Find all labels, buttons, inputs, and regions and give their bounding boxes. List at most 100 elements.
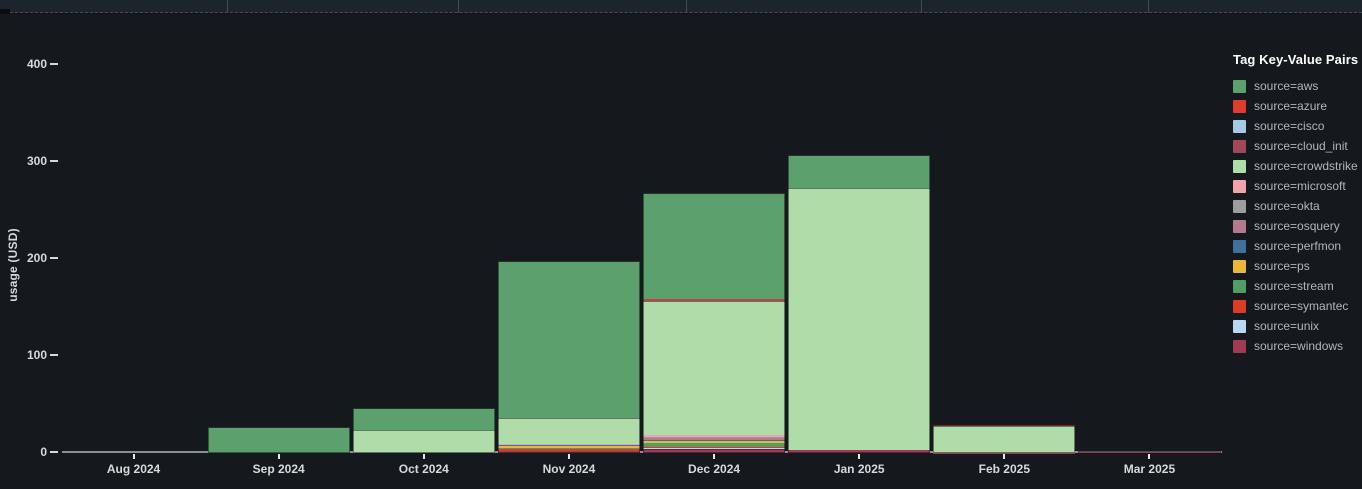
y-tick-0: 0 bbox=[0, 445, 58, 459]
legend-swatch-icon bbox=[1233, 100, 1246, 113]
bar-segment-crowdstrike[interactable] bbox=[353, 430, 495, 453]
bar-segment-aws[interactable] bbox=[788, 155, 930, 188]
legend-label: source=perfmon bbox=[1254, 239, 1341, 253]
legend-swatch-icon bbox=[1233, 340, 1246, 353]
x-tick-mark bbox=[858, 454, 860, 459]
y-tick-100: 100 bbox=[0, 348, 58, 362]
legend-item-osquery[interactable]: source=osquery bbox=[1233, 216, 1361, 236]
y-tick-label: 100 bbox=[27, 348, 47, 362]
x-tick-label-jan-2025: Jan 2025 bbox=[799, 462, 919, 476]
usage-chart-panel: usage (USD) 400 300 200 100 0 Aug 2024 Sep 20… bbox=[0, 14, 1362, 489]
legend-swatch-icon bbox=[1233, 140, 1246, 153]
bar-segment-aws[interactable] bbox=[498, 261, 640, 418]
legend-item-stream[interactable]: source=stream bbox=[1233, 276, 1361, 296]
y-tick-200: 200 bbox=[0, 251, 58, 265]
legend-swatch-icon bbox=[1233, 220, 1246, 233]
top-strip-divider bbox=[1148, 0, 1149, 13]
legend-item-aws[interactable]: source=aws bbox=[1233, 76, 1361, 96]
y-tick-mark bbox=[50, 451, 58, 453]
bar-segment-windows[interactable] bbox=[643, 449, 785, 453]
legend-label: source=stream bbox=[1254, 279, 1334, 293]
bar-segment-aws[interactable] bbox=[353, 408, 495, 429]
bar-segment-aws[interactable] bbox=[643, 193, 785, 299]
legend-swatch-icon bbox=[1233, 180, 1246, 193]
top-strip-divider bbox=[686, 0, 687, 13]
y-tick-mark bbox=[50, 257, 58, 259]
legend-label: source=okta bbox=[1254, 199, 1320, 213]
y-axis-title: usage (USD) bbox=[6, 210, 20, 320]
top-strip-divider bbox=[227, 0, 228, 13]
legend-item-microsoft[interactable]: source=microsoft bbox=[1233, 176, 1361, 196]
y-tick-label: 0 bbox=[40, 445, 47, 459]
x-tick-mark bbox=[423, 454, 425, 459]
x-tick-mark bbox=[568, 454, 570, 459]
bar-segment-crowdstrike[interactable] bbox=[933, 426, 1075, 452]
legend-label: source=aws bbox=[1254, 79, 1318, 93]
legend-label: source=windows bbox=[1254, 339, 1343, 353]
x-tick-mark bbox=[278, 454, 280, 459]
legend-label: source=osquery bbox=[1254, 219, 1340, 233]
y-tick-300: 300 bbox=[0, 154, 58, 168]
legend-swatch-icon bbox=[1233, 200, 1246, 213]
legend-label: source=microsoft bbox=[1254, 179, 1346, 193]
legend-item-windows[interactable]: source=windows bbox=[1233, 336, 1361, 356]
bar-dec-2024[interactable] bbox=[643, 193, 785, 453]
x-tick-label-sep-2024: Sep 2024 bbox=[219, 462, 339, 476]
app-top-strip bbox=[0, 0, 1362, 13]
y-tick-mark bbox=[50, 354, 58, 356]
legend-label: source=cisco bbox=[1254, 119, 1324, 133]
x-tick-label-oct-2024: Oct 2024 bbox=[364, 462, 484, 476]
bar-feb-2025[interactable] bbox=[933, 425, 1075, 453]
legend-swatch-icon bbox=[1233, 280, 1246, 293]
y-tick-label: 400 bbox=[27, 57, 47, 71]
legend-label: source=cloud_init bbox=[1254, 139, 1348, 153]
legend-swatch-icon bbox=[1233, 80, 1246, 93]
bar-mar-2025[interactable] bbox=[1078, 452, 1220, 453]
x-tick-label-aug-2024: Aug 2024 bbox=[74, 462, 194, 476]
bar-segment-windows[interactable] bbox=[498, 451, 640, 453]
x-tick-label-mar-2025: Mar 2025 bbox=[1089, 462, 1209, 476]
x-tick-mark bbox=[1003, 454, 1005, 459]
x-tick-label-dec-2024: Dec 2024 bbox=[654, 462, 774, 476]
legend-label: source=azure bbox=[1254, 99, 1327, 113]
bar-nov-2024[interactable] bbox=[498, 261, 640, 453]
y-tick-label: 200 bbox=[27, 251, 47, 265]
bar-segment-crowdstrike[interactable] bbox=[498, 418, 640, 444]
legend-item-cisco[interactable]: source=cisco bbox=[1233, 116, 1361, 136]
bar-oct-2024[interactable] bbox=[353, 408, 495, 453]
x-tick-mark bbox=[133, 454, 135, 459]
bar-jan-2025[interactable] bbox=[788, 155, 930, 453]
legend-swatch-icon bbox=[1233, 160, 1246, 173]
legend-swatch-icon bbox=[1233, 320, 1246, 333]
bar-segment-windows[interactable] bbox=[1078, 452, 1220, 453]
legend-label: source=unix bbox=[1254, 319, 1319, 333]
x-tick-label-feb-2025: Feb 2025 bbox=[944, 462, 1064, 476]
legend-items: source=aws source=azure source=cisco source… bbox=[1233, 76, 1361, 356]
legend-item-azure[interactable]: source=azure bbox=[1233, 96, 1361, 116]
y-tick-400: 400 bbox=[0, 57, 58, 71]
legend-item-cloud_init[interactable]: source=cloud_init bbox=[1233, 136, 1361, 156]
legend-item-okta[interactable]: source=okta bbox=[1233, 196, 1361, 216]
legend-item-unix[interactable]: source=unix bbox=[1233, 316, 1361, 336]
x-tick-label-nov-2024: Nov 2024 bbox=[509, 462, 629, 476]
legend-item-ps[interactable]: source=ps bbox=[1233, 256, 1361, 276]
legend-label: source=symantec bbox=[1254, 299, 1348, 313]
x-tick-mark bbox=[1148, 454, 1150, 459]
legend-label: source=ps bbox=[1254, 259, 1310, 273]
legend-swatch-icon bbox=[1233, 240, 1246, 253]
y-tick-label: 300 bbox=[27, 154, 47, 168]
legend-label: source=crowdstrike bbox=[1254, 159, 1358, 173]
bar-sep-2024[interactable] bbox=[208, 427, 350, 453]
bar-segment-windows[interactable] bbox=[788, 450, 930, 453]
chart-legend: Tag Key-Value Pairs source=aws source=azu… bbox=[1233, 52, 1361, 356]
legend-swatch-icon bbox=[1233, 260, 1246, 273]
top-strip-divider bbox=[458, 0, 459, 13]
y-tick-mark bbox=[50, 63, 58, 65]
legend-title: Tag Key-Value Pairs bbox=[1233, 52, 1361, 67]
legend-item-perfmon[interactable]: source=perfmon bbox=[1233, 236, 1361, 256]
legend-item-crowdstrike[interactable]: source=crowdstrike bbox=[1233, 156, 1361, 176]
bar-segment-aws[interactable] bbox=[208, 427, 350, 453]
bar-segment-crowdstrike[interactable] bbox=[643, 301, 785, 435]
bar-segment-crowdstrike[interactable] bbox=[788, 188, 930, 450]
legend-item-symantec[interactable]: source=symantec bbox=[1233, 296, 1361, 316]
